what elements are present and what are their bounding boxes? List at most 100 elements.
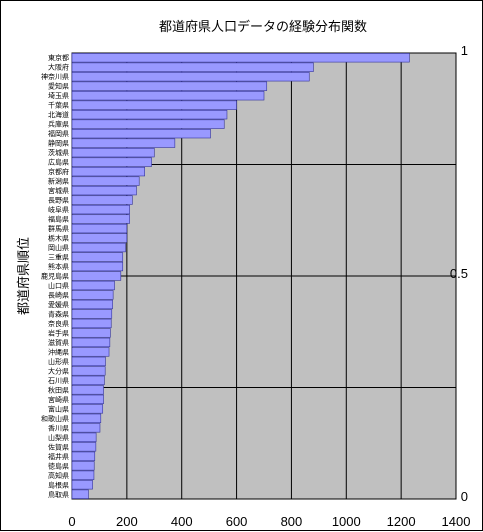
x-tick-label: 400 (171, 514, 193, 529)
category-label: 大阪府 (48, 63, 69, 72)
bar (71, 157, 152, 167)
bar (71, 261, 124, 272)
bar (71, 347, 110, 357)
category-label: 徳島県 (48, 461, 69, 470)
bar (71, 138, 176, 148)
bar (71, 404, 104, 414)
category-label: 茨城県 (48, 148, 69, 157)
bar (71, 290, 114, 300)
bar (71, 385, 104, 395)
x-axis-tick-labels: 0 200 400 600 800 1000 1200 1400 (68, 514, 470, 529)
chart-title: 都道府県人口データの経験分布関数 (159, 19, 367, 35)
category-label: 島根県 (48, 480, 69, 489)
x-tick-label: 600 (226, 514, 248, 529)
bar (71, 166, 145, 177)
category-label: 山口県 (48, 281, 69, 290)
bar (71, 480, 93, 490)
category-label: 大分県 (48, 366, 69, 375)
bar (71, 356, 106, 367)
bar (71, 100, 237, 110)
category-label: 熊本県 (48, 262, 69, 271)
bar (71, 62, 314, 72)
x-tick-label: 800 (281, 514, 303, 529)
category-label: 長野県 (48, 197, 69, 205)
bar (71, 242, 126, 253)
x-tick-label: 1200 (387, 514, 416, 529)
category-label: 愛媛県 (48, 300, 69, 309)
bar (71, 280, 115, 291)
bar (71, 337, 111, 348)
bar (71, 461, 95, 471)
category-label: 神奈川県 (41, 72, 69, 81)
bar (71, 214, 130, 224)
category-label: 三重県 (48, 254, 69, 262)
category-label: 福島県 (48, 215, 69, 224)
secondary-y-tick-label: 0 (461, 489, 468, 504)
category-label: 栃木県 (48, 234, 69, 243)
bar (71, 470, 95, 480)
bar (71, 91, 265, 101)
bar (71, 328, 111, 338)
bar (71, 318, 112, 329)
category-label: 岡山県 (48, 243, 69, 252)
category-label: 宮崎県 (48, 395, 69, 404)
bar (71, 413, 102, 423)
bar (71, 223, 128, 234)
x-tick-label: 1400 (442, 514, 471, 529)
bar (71, 176, 140, 186)
category-label: 香川県 (48, 423, 69, 432)
bar (71, 129, 211, 139)
bar (71, 489, 89, 499)
category-label: 福岡県 (48, 129, 69, 138)
category-label: 静岡県 (48, 139, 69, 148)
bars (71, 53, 410, 499)
category-label: 鳥取県 (48, 490, 69, 499)
category-labels: 東京都大阪府神奈川県愛知県埼玉県千葉県北海道兵庫県福岡県静岡県茨城県広島県京都府… (41, 53, 69, 499)
category-label: 京都府 (48, 167, 69, 176)
bar (71, 423, 101, 433)
category-label: 山梨県 (48, 433, 69, 442)
bar (71, 271, 122, 281)
category-label: 広島県 (48, 158, 69, 167)
category-label: 鹿児島県 (41, 272, 69, 281)
x-tick-label: 1000 (332, 514, 361, 529)
secondary-y-tick-labels: 10.50 (450, 43, 468, 504)
category-label: 佐賀県 (48, 442, 69, 451)
bar (71, 72, 310, 82)
category-label: 岐阜県 (48, 205, 69, 214)
category-label: 北海道 (48, 110, 69, 119)
category-label: 奈良県 (48, 319, 69, 328)
bar (71, 375, 105, 386)
category-label: 埼玉県 (48, 91, 69, 100)
category-label: 愛知県 (48, 82, 69, 91)
bar (71, 53, 410, 63)
secondary-y-tick-label: 1 (461, 43, 468, 58)
category-label: 群馬県 (48, 224, 69, 233)
y-axis-title: 都道府県順位 (17, 237, 32, 315)
category-label: 岩手県 (48, 328, 69, 337)
bar (71, 147, 155, 158)
bar (71, 442, 97, 452)
bar (71, 252, 124, 262)
category-label: 高知県 (48, 471, 69, 480)
bar (71, 394, 104, 405)
bar (71, 309, 113, 319)
bar (71, 195, 133, 205)
bar (71, 366, 106, 376)
category-label: 青森県 (48, 309, 69, 318)
category-label: 沖縄県 (48, 347, 69, 356)
x-tick-label: 200 (116, 514, 138, 529)
secondary-y-tick-label: 0.5 (450, 266, 468, 281)
bar (71, 119, 225, 129)
bar (71, 204, 130, 215)
bar (71, 299, 113, 310)
category-label: 長崎県 (48, 290, 69, 299)
bar (71, 185, 137, 196)
category-label: 福井県 (48, 452, 69, 461)
category-label: 富山県 (48, 404, 69, 413)
bar (71, 233, 128, 243)
category-label: 滋賀県 (48, 338, 69, 347)
category-label: 千葉県 (48, 101, 69, 110)
